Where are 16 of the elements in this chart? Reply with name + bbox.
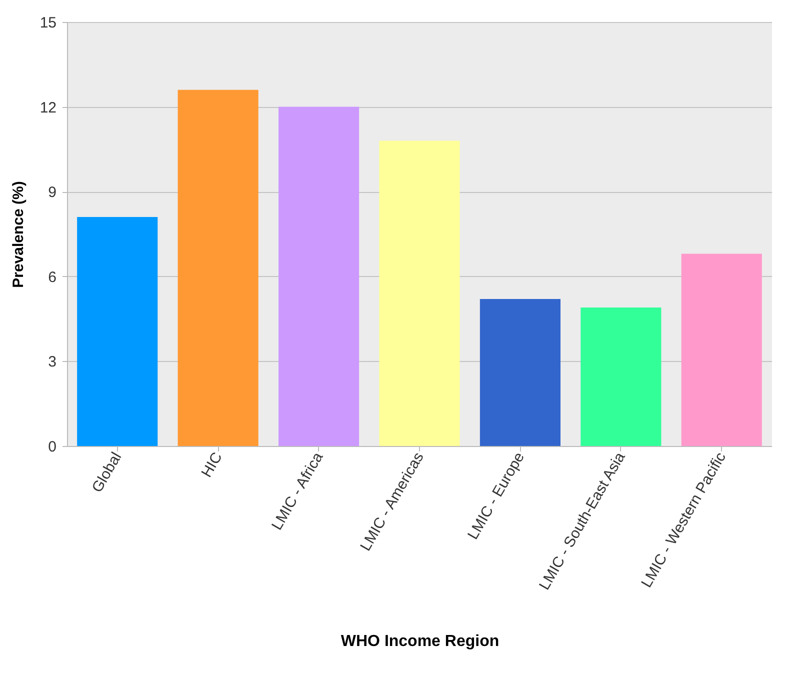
y-tick-label: 9 [48,184,56,202]
y-axis-title: Prevalence (%) [10,181,27,288]
y-tick-label: 3 [48,354,56,371]
y-tick-label: 6 [48,268,56,286]
bar [278,106,360,446]
x-axis-title: WHO Income Region [340,633,500,650]
bar [681,254,762,446]
bar [580,307,662,446]
x-tick-label: HIC [198,449,226,480]
bar [178,90,258,446]
y-tick-label: 12 [40,99,56,116]
bar [77,217,158,446]
y-tick-label: 0 [48,438,56,456]
y-tick-label: 15 [40,14,56,32]
bar [379,140,460,446]
bar [480,299,560,446]
